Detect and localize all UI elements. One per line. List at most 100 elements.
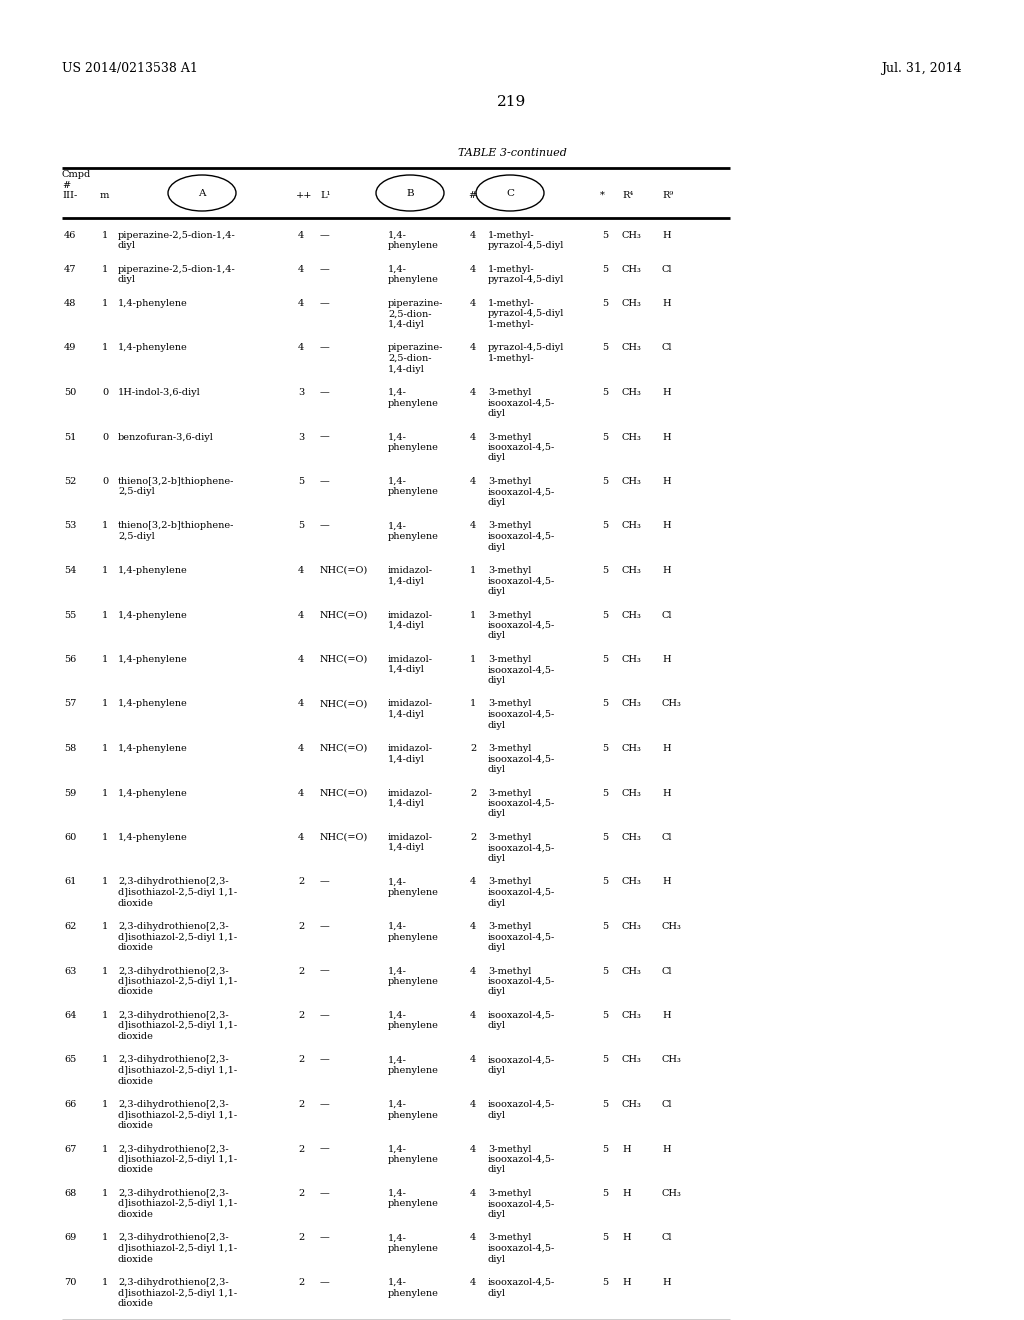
Text: 0: 0 xyxy=(102,477,109,486)
Text: d]isothiazol-2,5-diyl 1,1-: d]isothiazol-2,5-diyl 1,1- xyxy=(118,1110,238,1119)
Text: 4: 4 xyxy=(470,1011,476,1020)
Text: H: H xyxy=(662,1011,671,1020)
Text: dioxide: dioxide xyxy=(118,942,154,952)
Text: 1,4-phenylene: 1,4-phenylene xyxy=(118,566,187,576)
Text: pyrazol-4,5-diyl: pyrazol-4,5-diyl xyxy=(488,309,564,318)
Text: 4: 4 xyxy=(470,1144,476,1154)
Text: 1: 1 xyxy=(102,521,109,531)
Text: 5: 5 xyxy=(602,1100,608,1109)
Text: dioxide: dioxide xyxy=(118,1254,154,1263)
Text: NHC(=O): NHC(=O) xyxy=(319,566,369,576)
Text: 63: 63 xyxy=(63,966,77,975)
Text: NHC(=O): NHC(=O) xyxy=(319,610,369,619)
Text: phenylene: phenylene xyxy=(388,399,439,408)
Text: 65: 65 xyxy=(63,1056,76,1064)
Text: 1: 1 xyxy=(102,788,109,797)
Text: 5: 5 xyxy=(602,655,608,664)
Text: diyl: diyl xyxy=(488,854,506,863)
Text: 219: 219 xyxy=(498,95,526,110)
Text: 1: 1 xyxy=(102,744,109,752)
Text: CH₃: CH₃ xyxy=(662,921,682,931)
Text: CH₃: CH₃ xyxy=(622,433,642,441)
Text: dioxide: dioxide xyxy=(118,1299,154,1308)
Text: 1: 1 xyxy=(470,610,476,619)
Text: 3-methyl: 3-methyl xyxy=(488,566,531,576)
Text: CH₃: CH₃ xyxy=(622,788,642,797)
Text: diyl: diyl xyxy=(488,454,506,462)
Text: 3: 3 xyxy=(298,388,304,397)
Text: 62: 62 xyxy=(63,921,77,931)
Text: 1: 1 xyxy=(102,231,109,240)
Text: isooxazol-4,5-: isooxazol-4,5- xyxy=(488,1155,555,1164)
Text: thieno[3,2-b]thiophene-: thieno[3,2-b]thiophene- xyxy=(118,521,234,531)
Text: Cl: Cl xyxy=(662,833,673,842)
Text: 3-methyl: 3-methyl xyxy=(488,921,531,931)
Text: 57: 57 xyxy=(63,700,77,709)
Text: —: — xyxy=(319,1144,330,1154)
Text: 1,4-diyl: 1,4-diyl xyxy=(388,319,425,329)
Text: 3-methyl: 3-methyl xyxy=(488,788,531,797)
Text: —: — xyxy=(319,388,330,397)
Text: 2: 2 xyxy=(298,1233,304,1242)
Text: 4: 4 xyxy=(298,343,304,352)
Text: 4: 4 xyxy=(470,1233,476,1242)
Text: H: H xyxy=(662,1144,671,1154)
Text: 1-methyl-: 1-methyl- xyxy=(488,319,535,329)
Text: isooxazol-4,5-: isooxazol-4,5- xyxy=(488,888,555,898)
Text: 1,4-: 1,4- xyxy=(388,433,407,441)
Text: 5: 5 xyxy=(602,1278,608,1287)
Text: 1: 1 xyxy=(102,1100,109,1109)
Text: 1,4-phenylene: 1,4-phenylene xyxy=(118,788,187,797)
Text: 3-methyl: 3-methyl xyxy=(488,878,531,887)
Text: Cmpd: Cmpd xyxy=(62,170,91,180)
Text: 2: 2 xyxy=(298,1189,304,1199)
Text: diyl: diyl xyxy=(488,631,506,640)
Text: dioxide: dioxide xyxy=(118,1210,154,1218)
Text: pyrazol-4,5-diyl: pyrazol-4,5-diyl xyxy=(488,276,564,285)
Text: 68: 68 xyxy=(63,1189,76,1199)
Text: diyl: diyl xyxy=(488,409,506,418)
Text: diyl: diyl xyxy=(488,1110,506,1119)
Text: isooxazol-4,5-: isooxazol-4,5- xyxy=(488,799,555,808)
Text: 5: 5 xyxy=(602,1011,608,1020)
Text: imidazol-: imidazol- xyxy=(388,566,433,576)
Text: 2: 2 xyxy=(298,921,304,931)
Text: 3: 3 xyxy=(298,433,304,441)
Text: 2: 2 xyxy=(298,1144,304,1154)
Text: H: H xyxy=(662,433,671,441)
Text: d]isothiazol-2,5-diyl 1,1-: d]isothiazol-2,5-diyl 1,1- xyxy=(118,1200,238,1209)
Text: —: — xyxy=(319,878,330,887)
Text: 4: 4 xyxy=(470,1189,476,1199)
Text: H: H xyxy=(662,878,671,887)
Text: 1-methyl-: 1-methyl- xyxy=(488,354,535,363)
Text: B: B xyxy=(407,189,414,198)
Text: phenylene: phenylene xyxy=(388,1155,439,1164)
Text: d]isothiazol-2,5-diyl 1,1-: d]isothiazol-2,5-diyl 1,1- xyxy=(118,977,238,986)
Text: 4: 4 xyxy=(298,566,304,576)
Text: 61: 61 xyxy=(63,878,77,887)
Text: 70: 70 xyxy=(63,1278,77,1287)
Text: m: m xyxy=(100,191,110,201)
Text: —: — xyxy=(319,300,330,308)
Text: 5: 5 xyxy=(602,343,608,352)
Text: 5: 5 xyxy=(602,833,608,842)
Text: 53: 53 xyxy=(63,521,77,531)
Text: phenylene: phenylene xyxy=(388,1288,439,1298)
Text: 1,4-phenylene: 1,4-phenylene xyxy=(118,610,187,619)
Text: CH₃: CH₃ xyxy=(622,700,642,709)
Text: 5: 5 xyxy=(602,388,608,397)
Text: 4: 4 xyxy=(470,1100,476,1109)
Text: 5: 5 xyxy=(602,921,608,931)
Text: 1-methyl-: 1-methyl- xyxy=(488,231,535,240)
Text: 2: 2 xyxy=(298,966,304,975)
Text: 4: 4 xyxy=(470,1056,476,1064)
Text: diyl: diyl xyxy=(488,942,506,952)
Text: phenylene: phenylene xyxy=(388,1243,439,1253)
Text: NHC(=O): NHC(=O) xyxy=(319,655,369,664)
Text: Jul. 31, 2014: Jul. 31, 2014 xyxy=(882,62,962,75)
Text: 5: 5 xyxy=(602,1233,608,1242)
Text: CH₃: CH₃ xyxy=(622,833,642,842)
Text: 1: 1 xyxy=(102,1233,109,1242)
Text: isooxazol-4,5-: isooxazol-4,5- xyxy=(488,444,555,451)
Text: 1,4-diyl: 1,4-diyl xyxy=(388,799,425,808)
